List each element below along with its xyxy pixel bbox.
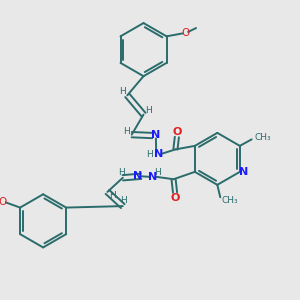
Text: H: H xyxy=(146,150,153,159)
Text: N: N xyxy=(239,167,248,177)
Text: H: H xyxy=(154,168,160,177)
Text: N: N xyxy=(133,171,142,181)
Text: CH₃: CH₃ xyxy=(254,134,271,142)
Text: N: N xyxy=(148,172,158,182)
Text: H: H xyxy=(145,106,152,115)
Text: N: N xyxy=(151,130,160,140)
Text: H: H xyxy=(120,196,127,205)
Text: H: H xyxy=(124,127,130,136)
Text: CH₃: CH₃ xyxy=(222,196,238,205)
Text: H: H xyxy=(119,87,126,96)
Text: O: O xyxy=(181,28,189,38)
Text: O: O xyxy=(0,197,7,207)
Text: H: H xyxy=(118,168,125,177)
Text: H: H xyxy=(109,191,116,200)
Text: N: N xyxy=(154,149,163,159)
Text: O: O xyxy=(172,127,182,137)
Text: O: O xyxy=(170,193,180,203)
